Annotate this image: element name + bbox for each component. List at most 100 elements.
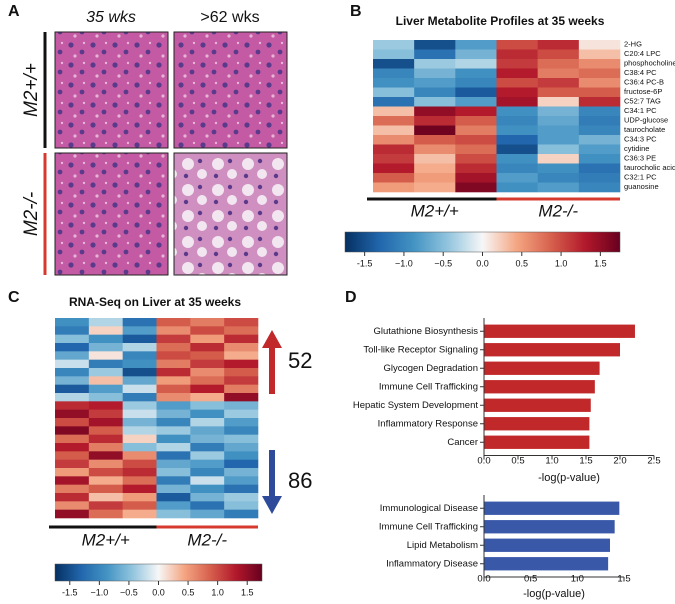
heatmap-cell bbox=[190, 351, 225, 360]
heatmap-cell bbox=[55, 468, 90, 477]
heatmap-cell bbox=[190, 368, 225, 377]
heatmap-cell bbox=[224, 509, 259, 519]
heatmap-cell bbox=[122, 468, 157, 477]
heatmap-cell bbox=[455, 87, 497, 98]
group-label: M2-/- bbox=[538, 201, 578, 220]
colorbar-tick-label: 0.5 bbox=[182, 587, 195, 597]
heatmap-cell bbox=[122, 493, 157, 502]
heatmap-cell bbox=[496, 125, 538, 136]
x-tick-label: 0.5 bbox=[511, 456, 524, 467]
heatmap-cell bbox=[156, 476, 191, 485]
heatmap-cell bbox=[373, 163, 415, 174]
heatmap-cell bbox=[537, 40, 580, 50]
heatmap-cell bbox=[122, 501, 157, 510]
x-tick-label: 1.5 bbox=[579, 456, 592, 467]
heatmap-cell bbox=[88, 443, 123, 452]
heatmap-cell bbox=[414, 182, 456, 193]
row-label: C34:1 PC bbox=[624, 106, 657, 115]
heatmap-cell bbox=[190, 476, 225, 485]
heatmap-cell bbox=[537, 173, 580, 183]
heatmap-cell bbox=[190, 418, 225, 427]
heatmap-cell bbox=[224, 418, 259, 427]
heatmap-cell bbox=[578, 135, 621, 145]
category-label: Cancer bbox=[447, 437, 478, 448]
row-label: 2-HG bbox=[624, 40, 642, 49]
x-tick-label: 1.0 bbox=[571, 574, 584, 585]
heatmap-cell bbox=[496, 40, 538, 50]
annotation: 86 bbox=[288, 468, 312, 493]
row-label: C38:4 PC bbox=[624, 68, 657, 77]
heatmap-cell bbox=[156, 426, 191, 435]
heatmap-cell bbox=[55, 459, 90, 469]
heatmap-cell bbox=[190, 501, 225, 510]
heatmap-cell bbox=[455, 144, 497, 155]
heatmap-cell bbox=[578, 68, 621, 79]
heatmap-cell bbox=[156, 368, 191, 377]
arrow bbox=[262, 330, 282, 394]
category-label: Immunological Disease bbox=[380, 503, 478, 514]
heatmap-cell bbox=[156, 351, 191, 360]
heatmap-cell bbox=[55, 343, 90, 352]
heatmap-cell bbox=[578, 59, 621, 69]
heatmap-cell bbox=[537, 106, 580, 117]
x-tick-label: 1.5 bbox=[617, 574, 630, 585]
heatmap-cell bbox=[373, 87, 415, 98]
heatmap-cell bbox=[414, 78, 456, 88]
category-label: Inflammatory Disease bbox=[386, 558, 478, 569]
heatmap-cell bbox=[537, 144, 580, 155]
heatmap-cell bbox=[156, 393, 191, 402]
heatmap-cell bbox=[373, 173, 415, 183]
row-label: M2+/+ bbox=[21, 63, 42, 117]
colorbar-tick-label: 0.0 bbox=[476, 258, 489, 268]
arrow bbox=[262, 450, 282, 514]
heatmap-cell bbox=[537, 154, 580, 164]
heatmap-cell bbox=[190, 401, 225, 410]
heatmap-cell bbox=[156, 409, 191, 419]
heatmap-cell bbox=[88, 384, 123, 394]
heatmap-cell bbox=[455, 154, 497, 164]
heatmap-cell bbox=[496, 68, 538, 79]
heatmap-cell bbox=[55, 393, 90, 402]
row-label: guanosine bbox=[624, 182, 659, 191]
heatmap-cell bbox=[156, 493, 191, 502]
histology-image bbox=[54, 152, 169, 276]
heatmap-cell bbox=[190, 426, 225, 435]
heatmap-cell bbox=[156, 343, 191, 352]
heatmap-cell bbox=[224, 501, 259, 510]
row-label: C20:4 LPC bbox=[624, 49, 661, 58]
heatmap-cell bbox=[373, 49, 415, 60]
heatmap-cell bbox=[537, 68, 580, 79]
row-label: C52:7 TAG bbox=[624, 97, 661, 106]
heatmap-cell bbox=[190, 468, 225, 477]
heatmap-cell bbox=[156, 359, 191, 369]
heatmap-cell bbox=[414, 125, 456, 136]
category-label: Glutathione Biosynthesis bbox=[373, 326, 478, 337]
heatmap-cell bbox=[55, 384, 90, 394]
column-label: >62 wks bbox=[200, 9, 259, 26]
group-label: M2+/+ bbox=[411, 201, 459, 220]
heatmap-cell bbox=[414, 106, 456, 117]
row-label: cytidine bbox=[624, 144, 649, 153]
heatmap-cell bbox=[373, 97, 415, 107]
heatmap-cell bbox=[455, 125, 497, 136]
row-label: C32:1 PC bbox=[624, 173, 657, 182]
heatmap-cell bbox=[55, 376, 90, 385]
heatmap-cell bbox=[578, 87, 621, 98]
heatmap-cell bbox=[88, 501, 123, 510]
heatmap-cell bbox=[224, 493, 259, 502]
x-tick-label: 0.5 bbox=[524, 574, 537, 585]
heatmap-cell bbox=[414, 173, 456, 183]
heatmap-cell bbox=[414, 59, 456, 69]
heatmap-cell bbox=[414, 68, 456, 79]
bar bbox=[484, 417, 590, 431]
histology-image bbox=[173, 31, 288, 149]
heatmap-cell bbox=[414, 154, 456, 164]
heatmap-cell bbox=[190, 384, 225, 394]
heatmap-cell bbox=[190, 493, 225, 502]
colorbar-tick-label: -1.5 bbox=[62, 587, 78, 597]
heatmap-cell bbox=[578, 163, 621, 174]
heatmap-cell bbox=[156, 326, 191, 335]
x-tick-label: 0.0 bbox=[477, 574, 490, 585]
x-tick-label: 0.0 bbox=[477, 456, 490, 467]
heatmap-cell bbox=[55, 493, 90, 502]
